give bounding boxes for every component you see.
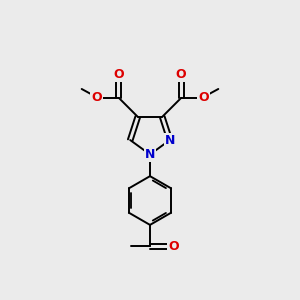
Text: O: O xyxy=(169,240,179,253)
Text: O: O xyxy=(176,68,187,81)
Text: O: O xyxy=(113,68,124,81)
Text: N: N xyxy=(165,134,175,147)
Text: O: O xyxy=(91,92,102,104)
Text: N: N xyxy=(145,148,155,161)
Text: O: O xyxy=(198,92,209,104)
